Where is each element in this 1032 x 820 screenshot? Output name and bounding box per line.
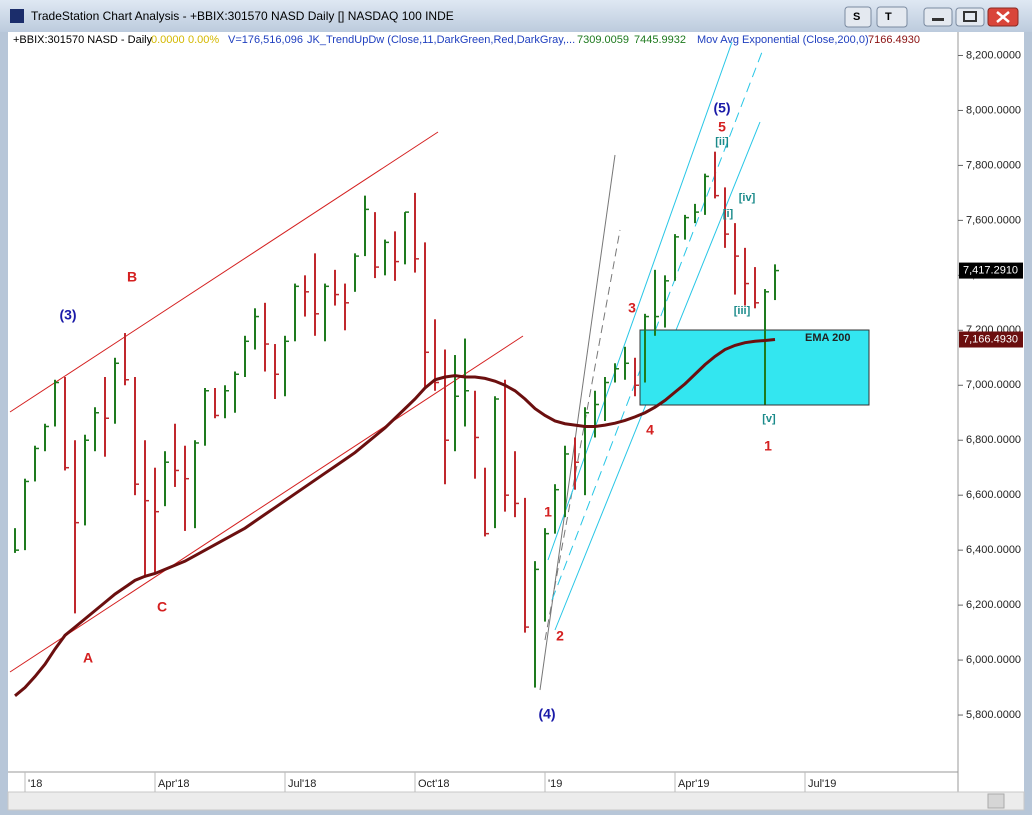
wave-label: 1 xyxy=(764,438,772,454)
close-icon xyxy=(996,11,1010,23)
last-price-label: 7,417.2910 xyxy=(963,264,1018,276)
y-tick-label: 8,200.0000 xyxy=(966,49,1021,61)
y-tick-label: 7,800.0000 xyxy=(966,159,1021,171)
app-icon xyxy=(10,9,24,23)
ma-label: Mov Avg Exponential (Close,200,0) xyxy=(697,34,869,46)
x-tick-label: '19 xyxy=(548,778,562,790)
wave-label: [v] xyxy=(762,413,776,425)
wave-label: EMA 200 xyxy=(805,332,850,344)
x-tick-label: '18 xyxy=(28,778,42,790)
last-price-box xyxy=(959,262,1023,279)
symbol-label: +BBIX:301570 NASD - Daily xyxy=(13,34,153,46)
change-label: 0.0000 xyxy=(151,34,185,46)
minimize-button[interactable] xyxy=(923,7,953,27)
y-tick-label: 6,000.0000 xyxy=(966,654,1021,666)
y-tick-label: 6,800.0000 xyxy=(966,434,1021,446)
indicator-value: 7309.0059 xyxy=(577,34,629,46)
change-pct-label: 0.00% xyxy=(188,34,219,46)
y-tick-label: 5,800.0000 xyxy=(966,709,1021,721)
x-tick-label: Oct'18 xyxy=(418,778,449,790)
s-button-label[interactable]: S xyxy=(853,11,860,23)
trend-line xyxy=(544,229,621,641)
wave-label: 4 xyxy=(646,422,654,438)
t-button-label[interactable]: T xyxy=(885,11,892,23)
channel-line xyxy=(547,41,733,561)
s-button[interactable] xyxy=(844,6,872,28)
x-tick-label: Jul'18 xyxy=(288,778,316,790)
y-tick-label: 7,000.0000 xyxy=(966,379,1021,391)
wave-label: (3) xyxy=(59,307,76,323)
ma-value: 7166.4930 xyxy=(868,34,920,46)
y-tick-label: 8,000.0000 xyxy=(966,104,1021,116)
y-tick-label: 7,600.0000 xyxy=(966,214,1021,226)
header: +BBIX:301570 NASD - Daily 0.0000 0.00% V… xyxy=(13,34,920,46)
y-tick-label: 6,600.0000 xyxy=(966,489,1021,501)
wave-label: A xyxy=(83,650,93,666)
x-tick-label: Apr'19 xyxy=(678,778,709,790)
volume-label: V=176,516,096 xyxy=(228,34,303,46)
scrollbar[interactable] xyxy=(7,791,1025,811)
t-button[interactable] xyxy=(876,6,908,28)
trend-line xyxy=(9,131,439,413)
wave-label: 3 xyxy=(628,300,636,316)
minimize-icon xyxy=(932,18,944,21)
plot: 5,800.0000 6,000.0000 6,200.0000 6,400.0000… xyxy=(14,49,1023,792)
wave-label: 5 xyxy=(718,119,726,135)
window-title: TradeStation Chart Analysis - +BBIX:3015… xyxy=(31,9,454,23)
trend-line xyxy=(9,335,524,673)
scrollbar-thumb[interactable] xyxy=(987,793,1005,809)
wave-label: 2 xyxy=(556,628,564,644)
maximize-button[interactable] xyxy=(955,7,985,27)
wave-label: [iv] xyxy=(739,192,756,204)
ema-line xyxy=(14,338,776,697)
ema-price-box xyxy=(959,331,1023,348)
wave-label: [iii] xyxy=(734,305,751,317)
maximize-icon xyxy=(963,11,977,22)
wave-label: [ii] xyxy=(715,136,729,148)
wave-label: C xyxy=(157,599,167,615)
wave-label: (4) xyxy=(538,706,555,722)
wave-label: [i] xyxy=(723,208,734,220)
x-tick-label: Apr'18 xyxy=(158,778,189,790)
wave-label: 1 xyxy=(544,504,552,520)
chart-area xyxy=(8,32,1024,792)
channel-line xyxy=(551,51,763,601)
ema-price-label: 7,166.4930 xyxy=(963,333,1018,345)
y-tick-label: 6,200.0000 xyxy=(966,599,1021,611)
y-tick-label: 6,400.0000 xyxy=(966,544,1021,556)
wave-label: B xyxy=(127,269,137,285)
indicator-value: 7445.9932 xyxy=(634,34,686,46)
indicator-label: JK_TrendUpDw (Close,11,DarkGreen,Red,Dar… xyxy=(307,34,575,46)
x-tick-label: Jul'19 xyxy=(808,778,836,790)
wave-label: (5) xyxy=(713,100,730,116)
